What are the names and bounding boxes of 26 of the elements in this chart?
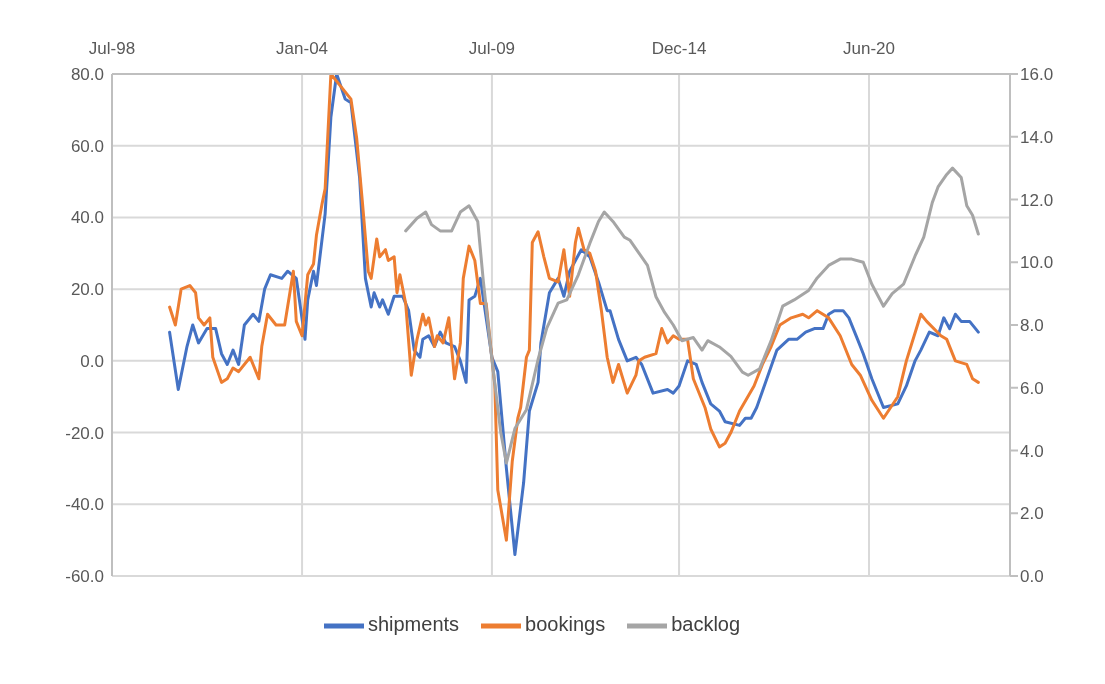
y-tick-label: -40.0 [65,495,104,515]
y-tick-label: 80.0 [70,65,104,85]
y2-tick-label: 16.0 [1020,65,1054,85]
legend-label: backlog [671,613,741,636]
y-tick-label: 20.0 [70,280,104,300]
x-tick-label: Jul-09 [468,39,516,58]
legend-label: shipments [367,613,460,636]
legend-label: bookings [525,613,606,636]
y-tick-label: 60.0 [70,136,104,156]
x-tick-label: Jun-20 [843,39,896,58]
y-tick-label: 0.0 [80,351,104,371]
y2-tick-label: 8.0 [1020,316,1044,336]
y2-tick-label: 2.0 [1020,504,1044,524]
y2-tick-label: 14.0 [1020,127,1054,147]
y-tick-label: 40.0 [70,208,104,228]
y2-tick-label: 12.0 [1020,190,1054,210]
x-tick-label: Jul-98 [88,39,136,58]
x-tick-label: Jan-04 [276,39,329,58]
y-tick-label: -20.0 [65,423,104,443]
y2-tick-label: 4.0 [1020,441,1044,461]
y2-tick-label: 6.0 [1020,378,1044,398]
y2-tick-label: 10.0 [1020,253,1054,273]
line-series [404,166,980,465]
y-tick-label: -60.0 [65,567,104,587]
x-tick-label: Dec-14 [651,39,707,58]
y2-tick-label: 0.0 [1020,567,1044,587]
